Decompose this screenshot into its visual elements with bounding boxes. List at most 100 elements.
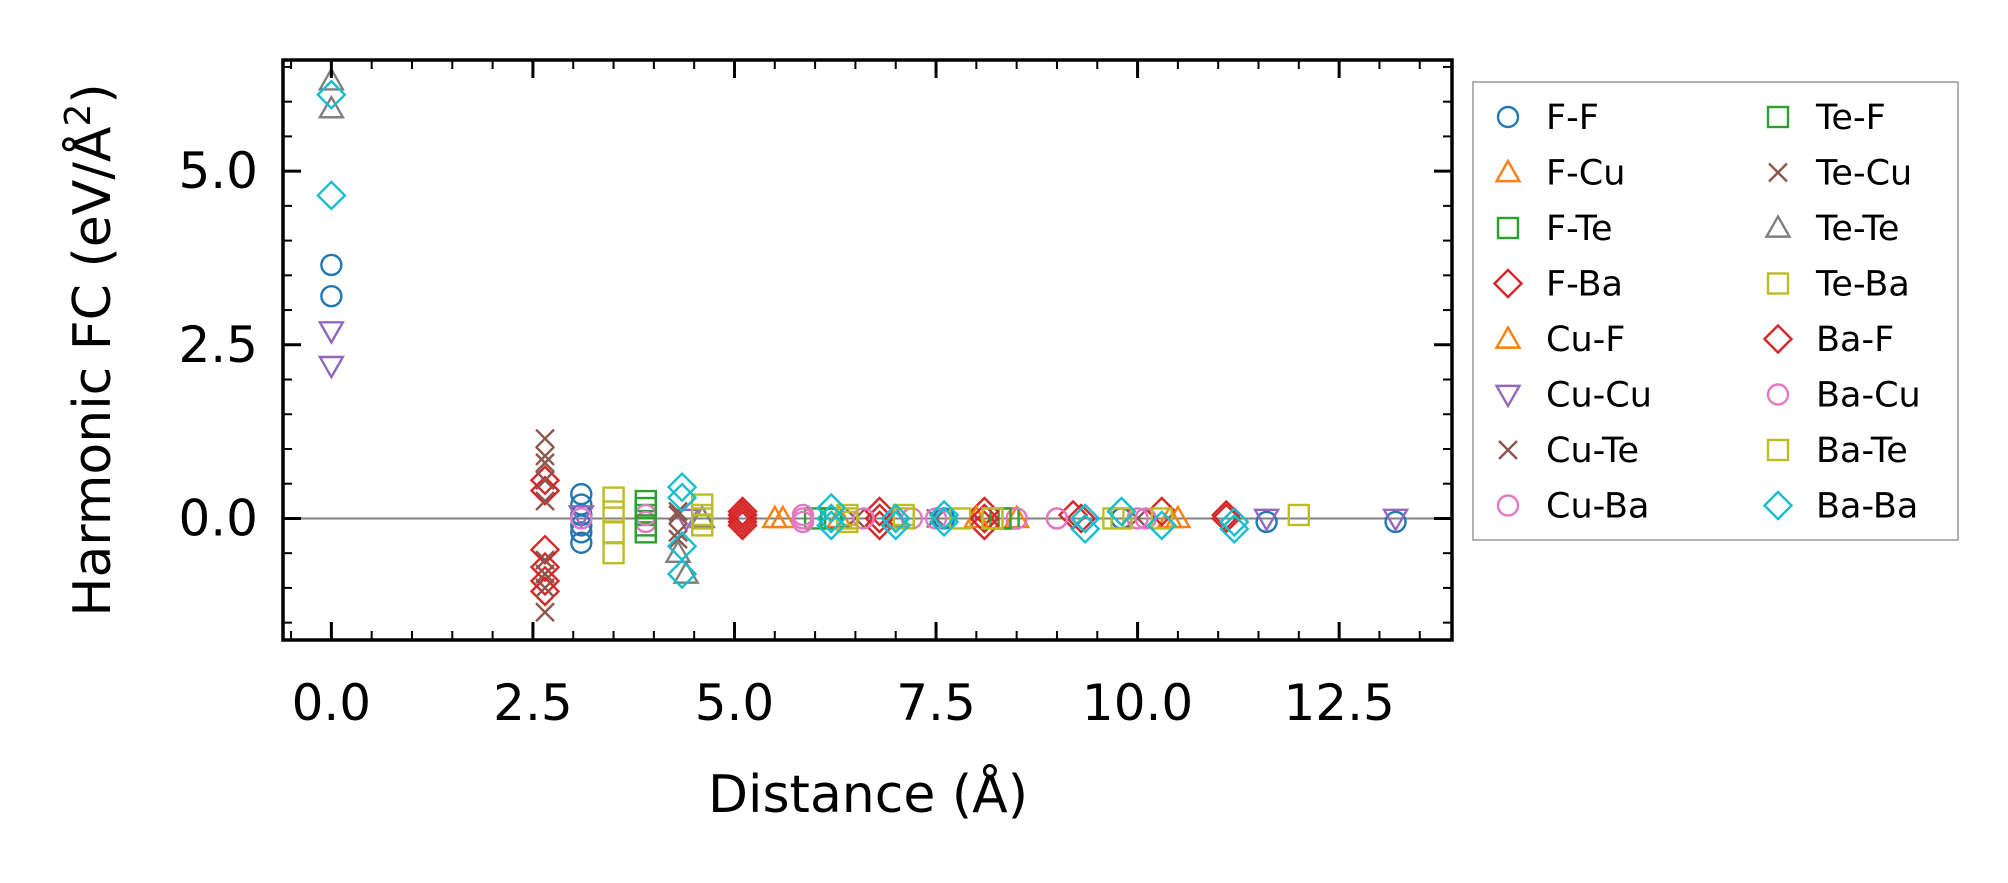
data-point	[535, 550, 555, 570]
data-point	[1005, 507, 1028, 530]
legend-marker	[1496, 494, 1520, 517]
data-point	[317, 355, 345, 380]
legend-entry: F-Ba	[1492, 265, 1623, 305]
legend-label: Cu-Cu	[1546, 376, 1652, 416]
legend-entry: Ba-Te	[1766, 431, 1908, 471]
data-point	[535, 470, 555, 491]
data-point	[816, 510, 847, 541]
tick-labels: 0.0 2.5 5.0 7.5 10.0 12.5 0.0 2.5 5.0	[178, 142, 1394, 732]
data-point	[535, 564, 555, 584]
legend-label: Cu-Te	[1546, 431, 1639, 471]
data-point	[668, 501, 688, 522]
data-point	[1381, 508, 1410, 533]
data-point	[727, 496, 758, 527]
data-point	[864, 496, 895, 527]
legend-entry: Cu-Cu	[1494, 376, 1652, 416]
data-point	[727, 506, 758, 538]
legend-label: F-Ba	[1546, 265, 1623, 305]
x-axis-label: Distance (Å)	[708, 763, 1028, 825]
legend-entry: F-Te	[1496, 209, 1613, 249]
legend-marker	[1498, 440, 1518, 460]
data-points	[316, 66, 1410, 623]
data-point	[666, 558, 698, 590]
series-te-cu	[535, 446, 688, 584]
legend-marker	[1496, 216, 1520, 240]
data-point	[1211, 503, 1242, 534]
legend-label: Te-Te	[1815, 209, 1899, 249]
data-point	[602, 486, 625, 509]
data-point	[316, 79, 347, 110]
series-ba-te	[602, 500, 1133, 530]
legend-entry: Te-F	[1766, 98, 1886, 138]
legend-box	[1472, 81, 1959, 541]
data-point	[529, 465, 561, 496]
data-point	[320, 284, 343, 308]
data-point	[535, 453, 555, 473]
data-point	[816, 503, 847, 534]
data-point	[570, 531, 593, 554]
data-point	[535, 602, 555, 623]
legend-marker	[1766, 105, 1790, 129]
data-point	[570, 514, 593, 537]
legend-entry: F-F	[1496, 98, 1599, 138]
legend-label: Cu-F	[1546, 320, 1625, 360]
legend-marker	[1494, 384, 1522, 409]
data-point	[535, 491, 555, 511]
legend-marker	[1494, 158, 1522, 183]
plot-frame	[281, 58, 1454, 642]
legend-entry: Cu-F	[1494, 320, 1625, 360]
legend-marker	[1768, 162, 1788, 183]
data-point	[567, 505, 595, 529]
legend-marker	[1766, 383, 1790, 406]
data-point	[688, 504, 716, 529]
data-point	[691, 503, 714, 527]
legend-marker	[1492, 268, 1524, 299]
legend-entry: Te-Ba	[1766, 265, 1910, 305]
series-te-f	[634, 496, 1012, 537]
data-point	[535, 428, 555, 449]
legend-entry: F-Cu	[1494, 154, 1625, 194]
y-axis-label-close: )	[63, 83, 123, 103]
x-tick-label: 12.5	[1283, 674, 1394, 732]
legend-label: Te-F	[1815, 98, 1886, 138]
data-point	[1146, 496, 1177, 527]
legend-label: Te-Cu	[1815, 154, 1912, 194]
data-point	[892, 507, 915, 530]
series-ba-f	[727, 499, 1242, 538]
data-point	[535, 446, 555, 466]
data-point	[816, 492, 847, 524]
data-point	[529, 534, 561, 565]
y-tick-label: 5.0	[178, 142, 258, 200]
data-point	[969, 503, 1000, 534]
data-point	[880, 503, 911, 534]
y-tick-label: 2.5	[178, 316, 258, 374]
data-point	[864, 503, 895, 534]
x-tick-label: 7.5	[896, 674, 976, 732]
legend-label: Te-Ba	[1815, 265, 1910, 305]
data-point	[791, 507, 815, 530]
data-point	[634, 496, 657, 520]
series-ba-ba	[316, 79, 1250, 590]
data-point	[880, 510, 911, 541]
legend-entry: Te-Te	[1764, 209, 1899, 249]
data-point	[825, 504, 853, 529]
data-point	[570, 521, 593, 544]
data-point	[852, 507, 875, 530]
data-point	[320, 253, 343, 277]
legend-marker	[1762, 323, 1794, 355]
legend-label: Ba-Cu	[1816, 376, 1921, 416]
data-point	[602, 500, 625, 523]
data-point	[1106, 496, 1137, 527]
data-point	[1110, 507, 1133, 530]
legend-entry: Ba-Ba	[1762, 487, 1918, 527]
data-point	[1146, 510, 1177, 541]
data-point	[529, 576, 561, 607]
data-point	[535, 578, 555, 598]
data-point	[529, 475, 561, 506]
legend-label: Cu-Ba	[1546, 487, 1649, 527]
legend-marker	[1766, 272, 1790, 295]
data-point	[969, 510, 1000, 541]
y-axis-label-superscript: 2	[58, 104, 99, 127]
data-point	[570, 507, 593, 530]
